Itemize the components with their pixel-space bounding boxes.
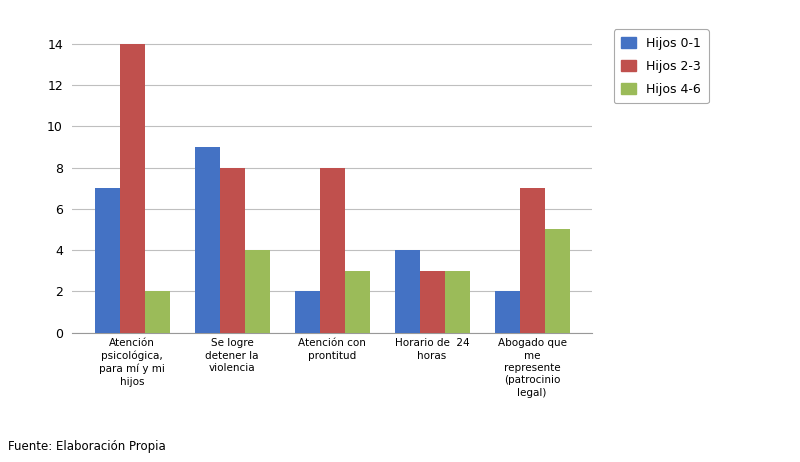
Bar [119,44,145,333]
Legend: Hijos 0-1, Hijos 2-3, Hijos 4-6: Hijos 0-1, Hijos 2-3, Hijos 4-6 [614,30,709,103]
Bar [345,271,370,333]
Bar [319,168,345,333]
Bar [294,292,319,333]
Bar [494,292,519,333]
Text: Fuente: Elaboración Propia: Fuente: Elaboración Propia [8,440,166,453]
Bar [94,188,119,333]
Bar [194,147,219,333]
Bar [419,271,445,333]
Bar [245,250,270,333]
Bar [394,250,419,333]
Bar [545,230,570,333]
Bar [445,271,470,333]
Bar [519,188,545,333]
Bar [219,168,245,333]
Bar [145,292,170,333]
